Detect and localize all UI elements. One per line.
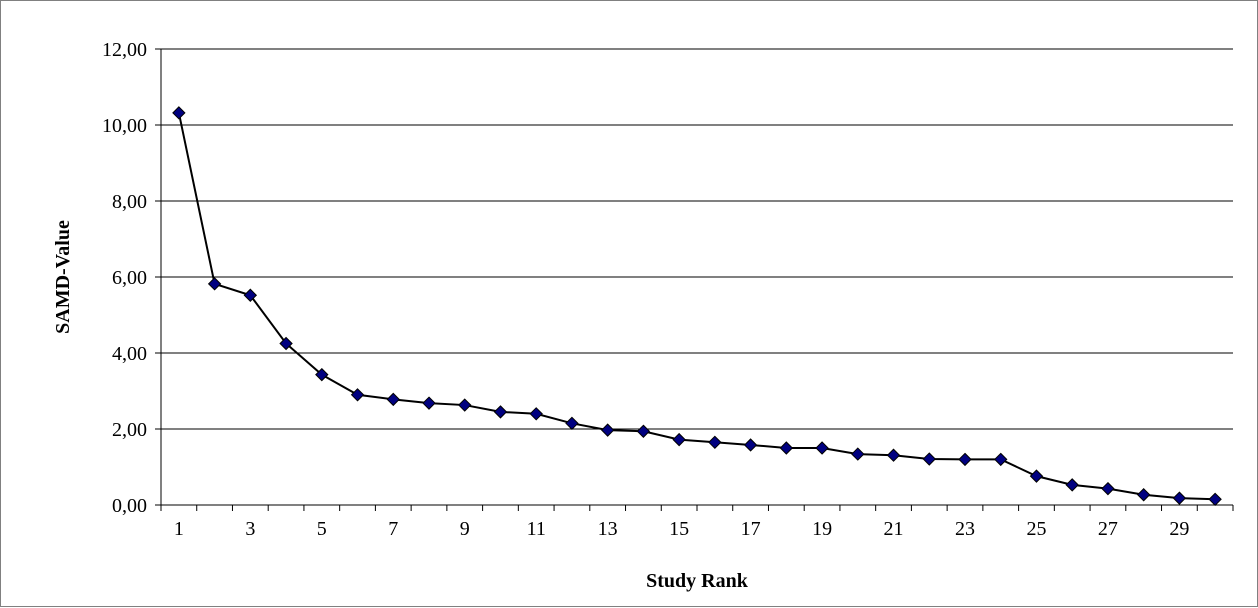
data-point: [815, 441, 829, 455]
x-tick-labels: 1 3 5 7 9 11 13 15 17 19 21 23 25 27 29: [174, 518, 1190, 540]
x-tick-label: 29: [1169, 518, 1189, 540]
x-tick-label: 25: [1026, 518, 1046, 540]
data-point: [958, 452, 972, 467]
y-tick-label: 12,00: [102, 39, 147, 61]
data-point: [708, 435, 722, 450]
x-tick-label: 21: [884, 518, 904, 540]
data-point: [994, 452, 1008, 467]
data-point: [350, 388, 365, 402]
y-tick-label: 2,00: [112, 419, 147, 441]
data-point: [422, 396, 436, 410]
x-tick-label: 23: [955, 518, 975, 540]
data-series: [172, 106, 1222, 507]
data-point: [743, 438, 758, 452]
x-tick-label: 1: [174, 518, 184, 540]
x-tick-label: 3: [245, 518, 255, 540]
data-point: [386, 392, 400, 407]
data-point: [1136, 488, 1151, 502]
data-point: [279, 336, 293, 351]
x-tick-label: 17: [741, 518, 761, 540]
x-axis-title: Study Rank: [646, 570, 749, 592]
data-point: [172, 106, 186, 120]
axes: [155, 48, 1234, 511]
data-point: [779, 441, 794, 455]
x-tick-label: 27: [1098, 518, 1118, 540]
data-point: [600, 423, 615, 437]
y-tick-label: 10,00: [102, 115, 147, 137]
y-tick-label: 0,00: [112, 495, 147, 517]
x-tick-label: 15: [669, 518, 689, 540]
series-line: [177, 112, 1216, 501]
data-point: [1029, 469, 1044, 483]
x-tick-label: 9: [460, 518, 470, 540]
data-point: [529, 407, 543, 421]
y-axis-title: SAMD-Value: [52, 220, 74, 334]
data-point: [636, 424, 651, 438]
y-tick-labels: 0,00 2,00 4,00 6,00 8,00 10,00 12,00: [102, 39, 147, 517]
data-point: [922, 452, 936, 466]
y-tick-label: 4,00: [112, 343, 147, 365]
data-point: [1172, 491, 1187, 505]
data-point: [672, 432, 686, 447]
data-point: [458, 398, 472, 412]
data-point: [851, 447, 865, 461]
data-point: [493, 405, 508, 419]
y-tick-label: 8,00: [112, 191, 147, 213]
y-tick-label: 6,00: [112, 267, 147, 289]
data-point: [1065, 478, 1079, 492]
data-point: [315, 367, 329, 382]
gridlines: [161, 48, 1233, 430]
data-point: [1208, 492, 1222, 507]
data-point: [207, 277, 222, 291]
data-point: [886, 448, 901, 462]
x-tick-label: 19: [812, 518, 832, 540]
data-point: [565, 416, 579, 431]
data-point: [1101, 481, 1115, 496]
x-tick-label: 7: [388, 518, 398, 540]
x-tick-label: 13: [598, 518, 618, 540]
x-tick-label: 11: [527, 518, 546, 540]
data-point: [243, 288, 258, 302]
x-tick-label: 5: [317, 518, 327, 540]
